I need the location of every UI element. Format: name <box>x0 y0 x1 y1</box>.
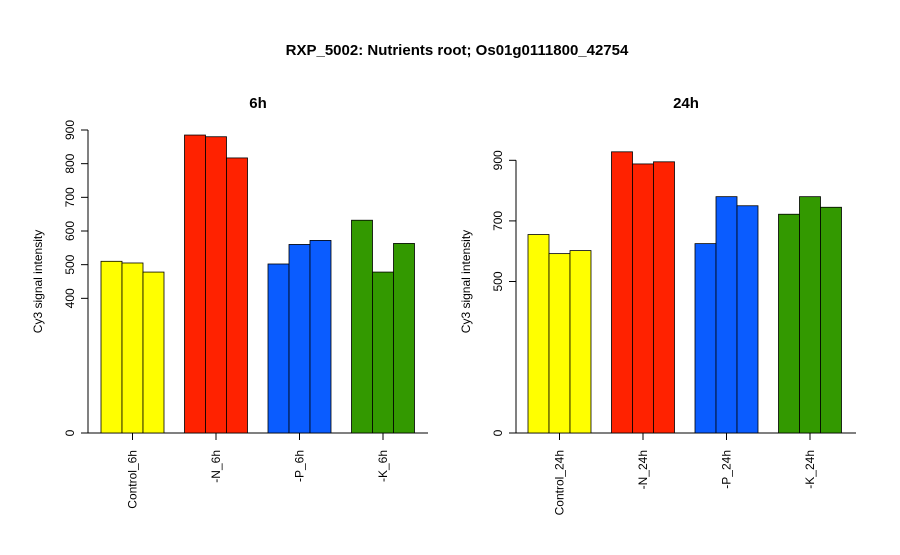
bar <box>393 243 415 434</box>
bar <box>226 157 248 434</box>
bar <box>548 253 571 434</box>
bar <box>372 271 394 434</box>
panel-title: 24h <box>673 95 699 112</box>
x-tick-label: Control_24h <box>553 450 567 515</box>
bar <box>184 134 206 434</box>
bar <box>205 136 227 434</box>
y-tick-label: 700 <box>491 211 505 231</box>
bar <box>694 243 717 434</box>
x-tick-label: -K_24h <box>803 450 817 489</box>
y-tick-label: 400 <box>63 288 77 308</box>
bar <box>799 196 821 434</box>
y-tick-label: 500 <box>63 254 77 274</box>
x-tick-label: -P_6h <box>293 450 307 482</box>
bar <box>736 205 759 434</box>
bar <box>778 213 800 434</box>
y-axis-label: Cy3 signal intensity <box>31 230 45 333</box>
bar <box>121 262 144 434</box>
y-tick-label: 900 <box>491 150 505 170</box>
x-tick-label: -K_6h <box>376 450 390 482</box>
panel-title: 6h <box>249 95 267 112</box>
bar <box>569 250 592 434</box>
bar <box>288 244 311 434</box>
y-tick-label: 600 <box>63 221 77 241</box>
bar <box>715 196 738 434</box>
bar <box>632 163 654 434</box>
bar <box>309 240 332 434</box>
y-axis-label: Cy3 signal intensity <box>459 230 473 333</box>
y-tick-label: 0 <box>491 429 505 436</box>
y-tick-label: 0 <box>63 429 77 436</box>
x-tick-label: -P_24h <box>720 450 734 489</box>
y-tick-label: 500 <box>491 271 505 291</box>
x-tick-label: Control_6h <box>126 450 140 509</box>
x-tick-label: -N_24h <box>636 450 650 489</box>
y-tick-label: 700 <box>63 187 77 207</box>
main-title: RXP_5002: Nutrients root; Os01g0111800_4… <box>286 42 629 59</box>
y-tick-label: 800 <box>63 153 77 173</box>
y-tick-label: 900 <box>63 120 77 140</box>
bar <box>351 219 373 434</box>
panel-24h: 24h Cy3 signal intensity 0 500 700 900 Control… <box>459 95 856 515</box>
panel-6h: 6h Cy3 signal intensity 0 400 500 600 700 800 90… <box>31 95 428 509</box>
bar <box>142 271 165 434</box>
bar <box>267 263 290 434</box>
bar <box>820 206 842 434</box>
x-tick-label: -N_6h <box>209 450 223 483</box>
bar <box>100 260 123 434</box>
bar <box>527 234 550 434</box>
bar <box>653 161 675 434</box>
bar <box>611 151 633 434</box>
